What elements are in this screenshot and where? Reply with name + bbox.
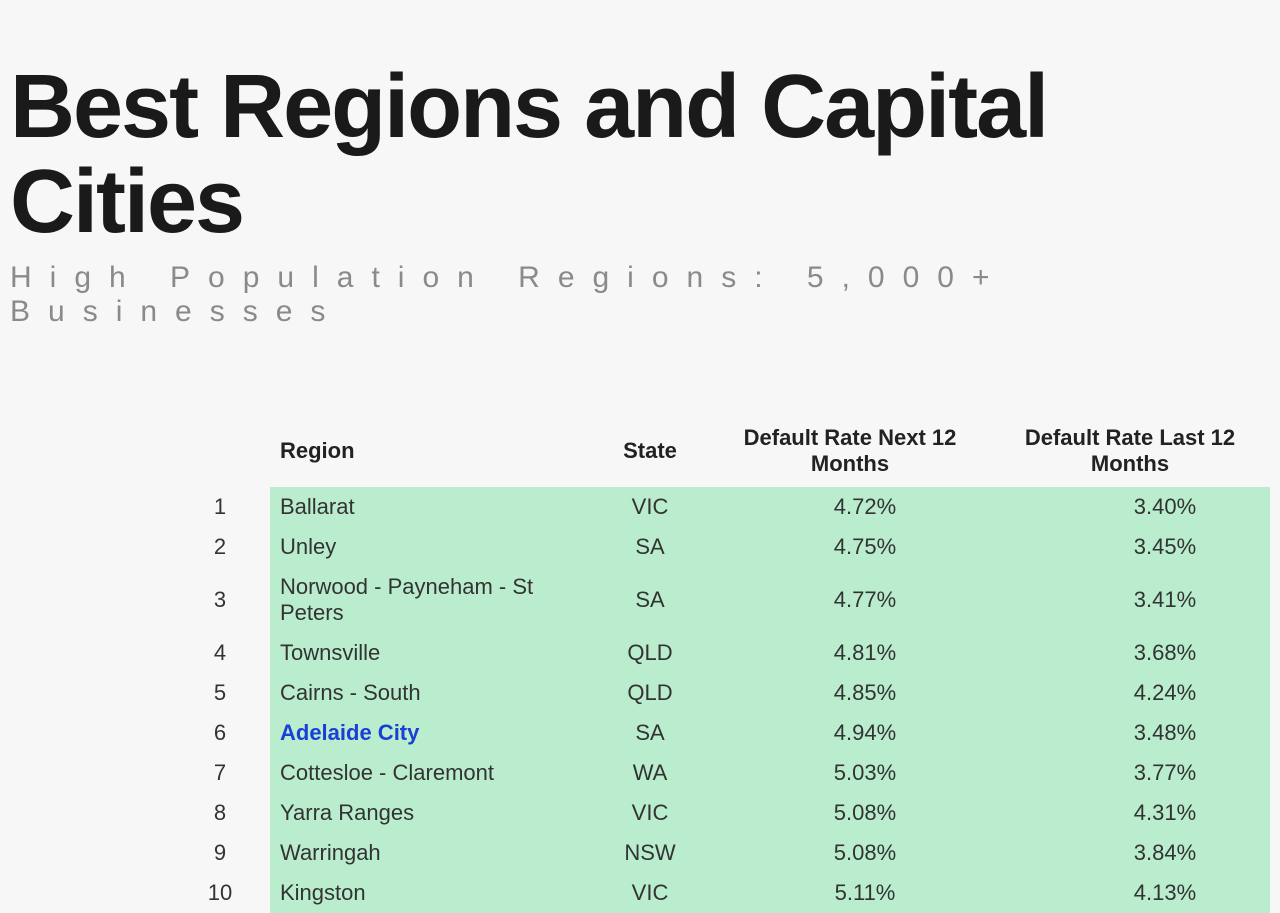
cell-region: Townsville: [270, 633, 590, 673]
cell-region: Warringah: [270, 833, 590, 873]
cell-state: VIC: [590, 873, 710, 913]
cell-region: Norwood - Payneham - St Peters: [270, 567, 590, 633]
cell-last: 3.41%: [990, 567, 1270, 633]
table-row: 7Cottesloe - ClaremontWA5.03%3.77%: [170, 753, 1270, 793]
table-row: 6Adelaide CitySA4.94%3.48%: [170, 713, 1270, 753]
cell-last: 3.68%: [990, 633, 1270, 673]
cell-region: Cairns - South: [270, 673, 590, 713]
col-rank: [170, 419, 270, 487]
cell-last: 3.45%: [990, 527, 1270, 567]
cell-region: Cottesloe - Claremont: [270, 753, 590, 793]
col-state: State: [590, 419, 710, 487]
col-next: Default Rate Next 12 Months: [710, 419, 990, 487]
cell-last: 3.40%: [990, 487, 1270, 527]
cell-next: 4.94%: [710, 713, 990, 753]
cell-last: 3.84%: [990, 833, 1270, 873]
cell-rank: 3: [170, 567, 270, 633]
cell-next: 4.81%: [710, 633, 990, 673]
table-row: 4TownsvilleQLD4.81%3.68%: [170, 633, 1270, 673]
regions-table: Region State Default Rate Next 12 Months…: [170, 419, 1270, 913]
cell-rank: 2: [170, 527, 270, 567]
cell-next: 5.08%: [710, 793, 990, 833]
cell-last: 3.77%: [990, 753, 1270, 793]
cell-last: 4.13%: [990, 873, 1270, 913]
page-title: Best Regions and Capital Cities: [10, 60, 1270, 249]
cell-next: 4.72%: [710, 487, 990, 527]
cell-rank: 10: [170, 873, 270, 913]
cell-state: QLD: [590, 633, 710, 673]
cell-rank: 8: [170, 793, 270, 833]
cell-rank: 1: [170, 487, 270, 527]
cell-region: Ballarat: [270, 487, 590, 527]
cell-next: 4.75%: [710, 527, 990, 567]
cell-last: 4.24%: [990, 673, 1270, 713]
cell-region: Adelaide City: [270, 713, 590, 753]
cell-next: 4.77%: [710, 567, 990, 633]
table-row: 2UnleySA4.75%3.45%: [170, 527, 1270, 567]
cell-state: SA: [590, 713, 710, 753]
cell-rank: 4: [170, 633, 270, 673]
table-row: 8Yarra RangesVIC5.08%4.31%: [170, 793, 1270, 833]
cell-next: 5.03%: [710, 753, 990, 793]
cell-rank: 7: [170, 753, 270, 793]
table-row: 9WarringahNSW5.08%3.84%: [170, 833, 1270, 873]
cell-last: 3.48%: [990, 713, 1270, 753]
cell-next: 5.08%: [710, 833, 990, 873]
table-row: 3Norwood - Payneham - St PetersSA4.77%3.…: [170, 567, 1270, 633]
cell-last: 4.31%: [990, 793, 1270, 833]
col-last: Default Rate Last 12 Months: [990, 419, 1270, 487]
cell-state: VIC: [590, 793, 710, 833]
cell-region: Unley: [270, 527, 590, 567]
cell-region: Kingston: [270, 873, 590, 913]
cell-rank: 9: [170, 833, 270, 873]
cell-rank: 6: [170, 713, 270, 753]
cell-state: NSW: [590, 833, 710, 873]
table-header-row: Region State Default Rate Next 12 Months…: [170, 419, 1270, 487]
cell-state: VIC: [590, 487, 710, 527]
cell-state: QLD: [590, 673, 710, 713]
table-row: 1BallaratVIC4.72%3.40%: [170, 487, 1270, 527]
page-subtitle: High Population Regions: 5,000+ Business…: [10, 261, 1270, 329]
table-row: 5Cairns - SouthQLD4.85%4.24%: [170, 673, 1270, 713]
col-region: Region: [270, 419, 590, 487]
cell-rank: 5: [170, 673, 270, 713]
cell-region: Yarra Ranges: [270, 793, 590, 833]
cell-state: SA: [590, 567, 710, 633]
cell-state: WA: [590, 753, 710, 793]
cell-next: 4.85%: [710, 673, 990, 713]
cell-next: 5.11%: [710, 873, 990, 913]
cell-state: SA: [590, 527, 710, 567]
table-row: 10KingstonVIC5.11%4.13%: [170, 873, 1270, 913]
